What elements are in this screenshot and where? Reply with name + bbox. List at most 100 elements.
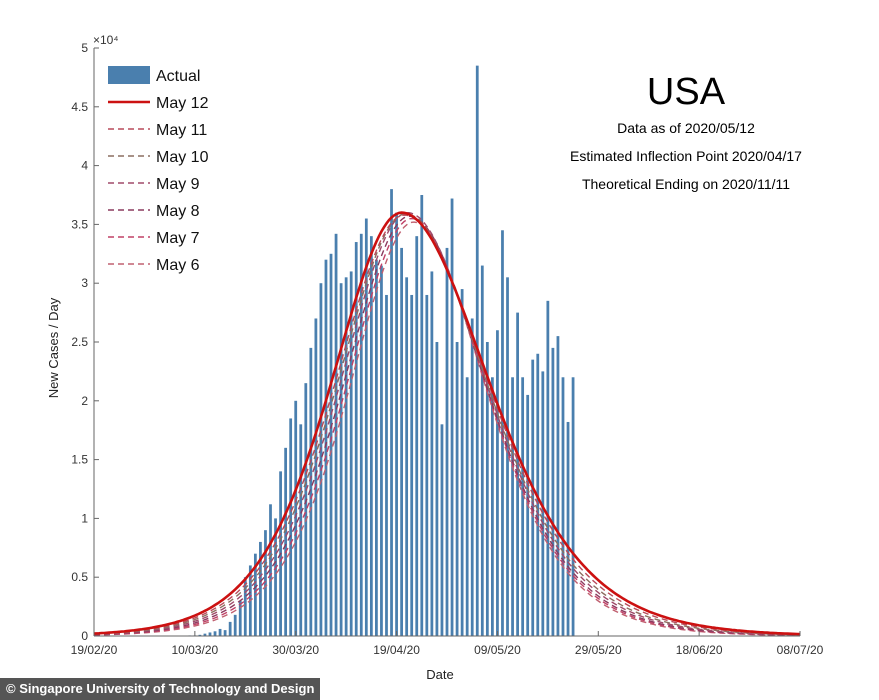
legend: Actual May 12 May 11 May 10 May 9 May 8 May 7 M…	[108, 66, 209, 274]
actual-bar	[390, 189, 393, 636]
fit-curve	[93, 212, 800, 636]
x-tick-label: 10/03/20	[171, 643, 218, 657]
actual-bar	[400, 247, 404, 637]
actual-bar	[561, 377, 565, 636]
y-tick-label: 5	[81, 41, 88, 55]
actual-bar	[470, 318, 474, 636]
x-tick-label: 29/05/20	[575, 643, 622, 657]
actual-bar	[395, 212, 398, 636]
y-tick-label: 1.5	[71, 453, 88, 467]
actual-bar	[223, 630, 227, 636]
actual-bar	[233, 614, 237, 636]
actual-bar	[329, 253, 333, 637]
legend-label: May 10	[156, 149, 209, 166]
actual-bar	[465, 377, 469, 636]
actual-bar	[364, 218, 368, 636]
y-tick-label: 4	[81, 159, 88, 173]
actual-bar	[531, 359, 535, 636]
actual-bar	[541, 371, 545, 636]
actual-bar	[259, 541, 262, 636]
y-tick-label: 0	[81, 629, 88, 643]
actual-bar	[294, 400, 298, 636]
actual-bar	[425, 294, 429, 636]
actual-bar	[556, 336, 560, 636]
actual-bar	[264, 530, 267, 636]
actual-bar	[309, 347, 313, 636]
y-axis-ticks: 0 0.5 1 1.5 2 2.5 3 3.5 4 4.5 5	[71, 41, 99, 643]
y-exponent-label: ×10⁴	[93, 33, 119, 47]
fit-curve	[93, 211, 801, 636]
actual-bar	[435, 342, 439, 636]
actual-bar	[243, 577, 247, 636]
actual-bar	[511, 377, 514, 636]
actual-bar	[420, 195, 424, 636]
actual-bar	[460, 289, 464, 636]
legend-label: May 6	[156, 257, 200, 274]
actual-bar	[284, 447, 288, 636]
actual-bar	[410, 294, 414, 636]
actual-bar	[440, 424, 444, 636]
actual-bar	[228, 621, 232, 636]
actual-bar	[324, 259, 328, 636]
y-tick-label: 2	[81, 394, 88, 408]
actual-bar	[319, 283, 323, 636]
actual-bar	[385, 294, 388, 636]
legend-label: May 7	[156, 230, 200, 247]
actual-bar	[208, 632, 212, 636]
legend-swatch	[108, 66, 150, 84]
actual-bar	[415, 236, 419, 636]
x-tick-label: 09/05/20	[474, 643, 521, 657]
y-axis-label: New Cases / Day	[46, 297, 61, 398]
actual-bar	[380, 265, 383, 636]
actual-bar	[551, 347, 555, 636]
actual-bar	[349, 271, 353, 636]
fit-curves	[93, 211, 801, 637]
y-tick-label: 2.5	[71, 335, 88, 349]
info-line-inflection: Estimated Inflection Point 2020/04/17	[570, 148, 802, 164]
actual-bar	[354, 242, 358, 637]
actual-bar	[238, 600, 242, 636]
x-tick-label: 19/02/20	[71, 643, 118, 657]
x-axis-label: Date	[426, 667, 453, 682]
x-tick-label: 08/07/20	[777, 643, 824, 657]
actual-bar	[314, 318, 318, 636]
actual-bar	[344, 277, 348, 636]
actual-bar	[198, 634, 202, 636]
actual-bar	[203, 633, 207, 636]
fit-curve	[93, 213, 801, 636]
x-axis-ticks: 19/02/20 10/03/20 30/03/20 19/04/20 09/05/20…	[71, 631, 824, 657]
actual-bar	[526, 394, 530, 636]
legend-label: May 11	[156, 122, 207, 139]
credit-label: © Singapore University of Technology and…	[0, 678, 321, 700]
actual-bar	[521, 377, 525, 636]
actual-bar	[369, 236, 373, 636]
legend-label: May 12	[156, 95, 209, 112]
y-tick-label: 1	[81, 511, 88, 525]
actual-bar	[304, 383, 308, 636]
legend-label: Actual	[156, 68, 200, 85]
y-tick-label: 3	[81, 276, 88, 290]
legend-label: May 8	[156, 203, 200, 220]
y-tick-label: 0.5	[71, 570, 88, 584]
fit-curve	[94, 215, 800, 636]
info-line-ending: Theoretical Ending on 2020/11/11	[582, 176, 790, 192]
actual-bar	[485, 342, 489, 636]
actual-bar	[359, 233, 363, 637]
legend-label: May 9	[156, 176, 200, 193]
actual-bars	[158, 65, 575, 637]
actual-bar	[506, 277, 509, 636]
actual-bar	[496, 330, 499, 636]
actual-bar	[455, 342, 459, 636]
actual-bar	[339, 283, 343, 636]
actual-bar	[405, 277, 409, 636]
actual-bar	[430, 271, 434, 636]
y-tick-label: 4.5	[71, 100, 88, 114]
actual-bar	[450, 198, 454, 636]
actual-bar	[218, 628, 222, 636]
actual-bar	[571, 377, 575, 636]
actual-bar	[375, 259, 378, 636]
x-tick-label: 30/03/20	[272, 643, 319, 657]
actual-bar	[546, 300, 550, 636]
info-line-data-date: Data as of 2020/05/12	[617, 120, 755, 136]
